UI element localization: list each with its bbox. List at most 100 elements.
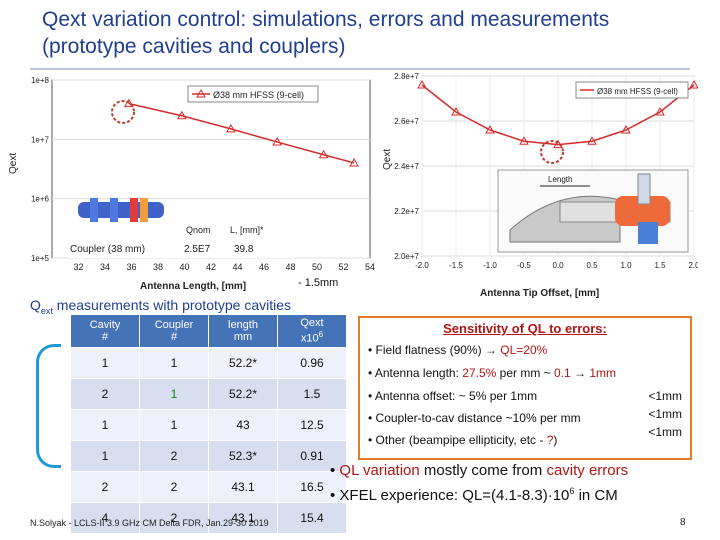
- left-chart-svg: 1e+8 1e+7 1e+6 1e+5 32 34 36 38 40 42 44 46 48 50 52 5…: [8, 76, 375, 292]
- left-data-point: [272, 137, 283, 146]
- sens-line-distance: • Coupler-to-cav distance ~10% per mm: [368, 411, 581, 425]
- right-chart: 2.8e+7 2.6e+7 2.4e+7 2.2e+7 2.0e+7 -2.0 -1.5-…: [380, 70, 700, 300]
- table-row: 2 2 43.1 16.5: [70, 471, 347, 503]
- right-data-point: [451, 106, 461, 116]
- right-x-tick: -1.5: [449, 261, 463, 270]
- coupler-length: 39.8: [234, 244, 254, 255]
- sens-line-other: • Other (beampipe ellipticity, etc - ?): [368, 433, 558, 447]
- right-series-line: [421, 84, 695, 146]
- th-qext: Qext x106: [277, 314, 347, 348]
- right-data-point: [621, 124, 631, 134]
- right-data-point: [655, 106, 665, 116]
- right-data-point: [485, 124, 495, 134]
- sens-tol-1: <1mm: [648, 389, 682, 403]
- right-x-tick: 1.5: [654, 261, 666, 270]
- table-row: 4 2 43.1 15.4: [70, 502, 347, 534]
- coupler-3d-model: [78, 198, 164, 222]
- right-x-tick: -2.0: [415, 261, 429, 270]
- th-length: length mm: [208, 314, 278, 348]
- right-legend-text: Ø38 mm HFSS (9-cell): [597, 87, 678, 96]
- coupler-qnom: 2.5E7: [184, 244, 211, 255]
- left-x-tick: 48: [285, 262, 295, 272]
- page-number: 8: [680, 517, 686, 528]
- sensitivity-heading: Sensitivity of QL to errors:: [443, 321, 607, 336]
- right-y-tick: 2.2e+7: [394, 207, 419, 216]
- left-y-ticks: 1e+8 1e+7 1e+6 1e+5: [31, 76, 50, 263]
- table-header-row: Cavity # Coupler # length mm Qext x106: [70, 314, 347, 348]
- left-y-tick: 1e+8: [31, 76, 50, 85]
- left-x-tick: 36: [126, 262, 136, 272]
- coupler-col-qnom: Qnom: [186, 225, 211, 235]
- table-row: 2 1 52.2* 1.5: [70, 378, 347, 410]
- arrow-icon: →: [574, 366, 587, 380]
- right-x-tick: -1.0: [483, 261, 497, 270]
- right-y-tick: 2.4e+7: [394, 162, 419, 171]
- measurements-subtitle: Qext measurements with prototype cavitie…: [30, 297, 292, 316]
- right-y-tick: 2.8e+7: [394, 72, 419, 81]
- right-highlight-circle: [540, 140, 564, 164]
- right-x-ticks: -2.0 -1.5 -1.0 -0.5 0.0 0.5 1.0 1.5 2.0: [415, 261, 700, 270]
- right-x-tick: 1.0: [620, 261, 632, 270]
- left-x-tick: 50: [312, 262, 322, 272]
- rows-bracket: [36, 344, 61, 468]
- left-y-label: Qext: [8, 153, 19, 174]
- sens-tol-2: <1mm: [648, 407, 682, 421]
- coupler-cavity-inset: Length: [497, 169, 689, 253]
- sens-line-length: • Antenna length: 27.5% per mm ~ 0.1 → 1…: [368, 366, 617, 380]
- coupler-col-length: L, [mm]*: [230, 225, 264, 235]
- table-row: 1 1 52.2* 0.96: [70, 347, 347, 379]
- left-x-tick: 42: [206, 262, 216, 272]
- sensitivity-box: Sensitivity of QL to errors: • Field fla…: [358, 316, 692, 460]
- bullet-xfel: • XFEL experience: QL=(4.1-8.3)·106 in C…: [330, 486, 618, 504]
- highlight-circle: [111, 100, 135, 124]
- left-x-tick: 40: [179, 262, 189, 272]
- right-y-tick: 2.6e+7: [394, 117, 419, 126]
- left-data-point: [176, 110, 187, 120]
- slide-title: Qext variation control: simulations, err…: [42, 8, 610, 58]
- left-legend-box: [187, 85, 319, 103]
- left-plot-area: [51, 79, 371, 259]
- inset-length-label: Length: [548, 175, 572, 184]
- left-legend-text: Ø38 mm HFSS (9-cell): [213, 90, 304, 100]
- sens-tol-3: <1mm: [648, 425, 682, 439]
- left-y-tick: 1e+5: [31, 254, 50, 263]
- left-series-points: [123, 98, 359, 167]
- right-y-tick: 2.0e+7: [394, 252, 419, 261]
- left-x-tick: 38: [153, 262, 163, 272]
- subtitle-text: measurements with prototype cavities: [56, 297, 292, 313]
- left-data-point: [349, 157, 359, 167]
- left-data-point: [318, 149, 329, 159]
- coupler-name: Coupler (38 mm): [70, 244, 145, 255]
- left-legend-marker: [196, 88, 206, 98]
- sens-line-offset: • Antenna offset: ~ 5% per 1mm: [368, 389, 538, 403]
- right-x-tick: -0.5: [517, 261, 531, 270]
- sens-line-flatness: • Field flatness (90%) → QL=20%: [368, 343, 548, 357]
- right-data-point: [689, 79, 699, 89]
- left-chart: 1e+8 1e+7 1e+6 1e+5 32 34 36 38 40 42 44 46 48 50 52 5…: [8, 74, 376, 296]
- right-y-label: Qext: [382, 149, 393, 170]
- left-x-tick: 54: [365, 262, 375, 272]
- th-cavity: Cavity #: [70, 314, 140, 348]
- left-data-point: [226, 123, 236, 133]
- right-series-points: [417, 79, 699, 149]
- right-y-ticks: 2.8e+7 2.6e+7 2.4e+7 2.2e+7 2.0e+7: [394, 72, 419, 261]
- left-y-tick: 1e+6: [31, 195, 50, 204]
- footer-citation: N.Solyak - LCLS-II 3.9 GHz CM Delta FDR,…: [30, 518, 269, 528]
- bullet-ql-variation: • QL variation mostly come from cavity e…: [330, 462, 629, 479]
- right-x-tick: 0.5: [586, 261, 598, 270]
- coupler-table-bg: [68, 230, 294, 258]
- left-x-tick: 46: [259, 262, 269, 272]
- title-divider: [30, 68, 690, 70]
- right-data-point: [587, 136, 597, 145]
- subtitle-subscript: ext: [40, 305, 53, 316]
- right-x-tick: 2.0: [688, 261, 698, 270]
- arrow-icon: →: [484, 343, 497, 357]
- left-series-line: [128, 102, 355, 164]
- right-data-point: [519, 136, 529, 145]
- right-chart-svg: 2.8e+72.6e+72.4e+72.2e+72.0e+7 -2.0 -1.5-…: [382, 72, 700, 299]
- left-x-ticks: 32 34 36 38 40 42 44 46 48 50 52 54: [73, 262, 375, 272]
- left-x-tick: 52: [338, 262, 348, 272]
- table-row: 1 2 52.3* 0.91: [70, 440, 347, 472]
- left-x-tick: 32: [73, 262, 83, 272]
- right-x-tick: 0.0: [552, 261, 564, 270]
